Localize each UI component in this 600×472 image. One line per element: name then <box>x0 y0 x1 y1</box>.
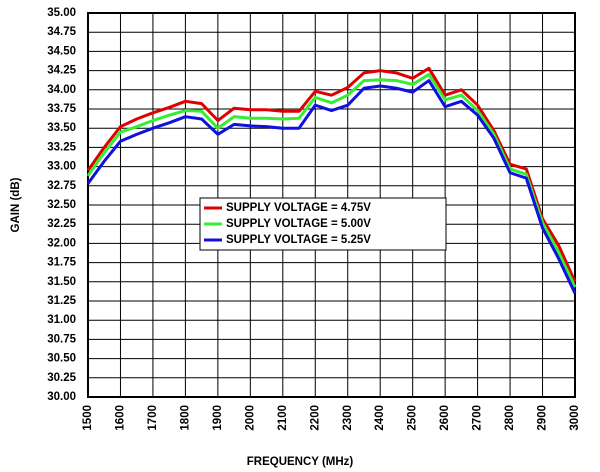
y-tick-label: 30.50 <box>47 353 76 365</box>
y-tick-label: 33.75 <box>47 103 76 115</box>
plot-frame <box>87 12 576 398</box>
y-tick-label: 31.25 <box>47 295 76 307</box>
x-tick-label: 2700 <box>472 405 484 431</box>
y-tick-label: 34.50 <box>47 45 76 57</box>
y-tick-label: 30.75 <box>47 333 76 345</box>
series-line <box>86 66 577 283</box>
x-tick-label: 1600 <box>114 405 126 431</box>
legend-label: SUPPLY VOLTAGE = 4.75V <box>226 202 371 214</box>
x-tick-label: 2300 <box>342 405 354 431</box>
x-tick-label: 2900 <box>537 405 549 431</box>
x-tick-label: 2500 <box>407 405 419 431</box>
x-axis-label: FREQUENCY (MHz) <box>247 456 354 468</box>
x-tick-label: 2400 <box>374 405 386 431</box>
x-tick-label: 2200 <box>309 405 321 431</box>
y-tick-label: 30.00 <box>47 391 76 403</box>
y-tick-label: 30.25 <box>47 372 76 384</box>
y-tick-label: 33.50 <box>47 122 76 134</box>
series-line <box>86 79 577 294</box>
y-tick-label: 32.75 <box>47 180 76 192</box>
legend-box <box>199 197 447 251</box>
y-tick-label: 33.25 <box>47 141 76 153</box>
series-line <box>86 72 577 288</box>
y-tick-label: 35.00 <box>47 7 76 19</box>
x-tick-label: 2100 <box>277 405 289 431</box>
y-tick-label: 31.50 <box>47 276 76 288</box>
x-tick-label: 2800 <box>504 405 516 431</box>
x-tick-label: 1500 <box>82 405 94 431</box>
y-tick-label: 31.00 <box>47 314 76 326</box>
x-tick-label: 2000 <box>244 405 256 431</box>
x-tick-label: 2600 <box>439 405 451 431</box>
y-tick-label: 32.00 <box>47 237 76 249</box>
y-tick-label: 34.00 <box>47 84 76 96</box>
y-axis-label: GAIN (dB) <box>10 177 22 232</box>
x-tick-label: 3000 <box>569 405 581 431</box>
y-tick-label: 32.25 <box>47 218 76 230</box>
x-tick-label: 1900 <box>212 405 224 431</box>
y-tick-label: 34.75 <box>47 26 76 38</box>
y-tick-label: 32.50 <box>47 199 76 211</box>
y-tick-label: 33.00 <box>47 161 76 173</box>
x-tick-label: 1800 <box>179 405 191 431</box>
y-tick-label: 34.25 <box>47 65 76 77</box>
legend-label: SUPPLY VOLTAGE = 5.25V <box>226 234 371 246</box>
y-tick-label: 31.75 <box>47 257 76 269</box>
legend-label: SUPPLY VOLTAGE = 5.00V <box>226 218 371 230</box>
x-tick-label: 1700 <box>147 405 159 431</box>
